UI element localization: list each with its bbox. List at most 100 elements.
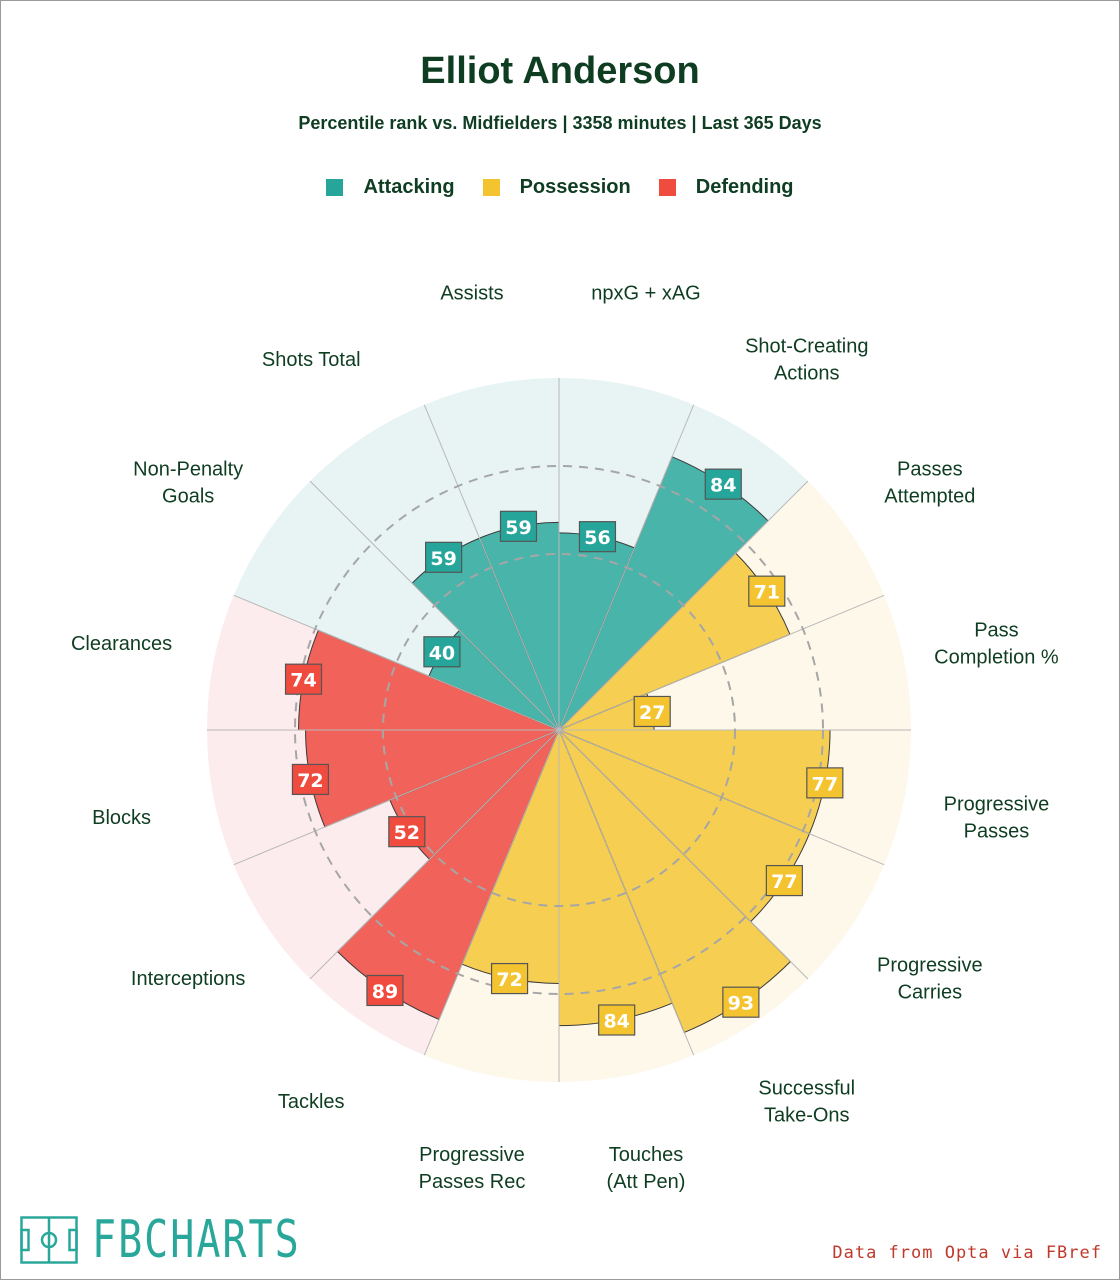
legend-item-possession: Possession: [482, 176, 631, 199]
value-label-box: [490, 962, 529, 995]
category-label: Passes Attempted: [884, 459, 975, 508]
football-pitch-icon: [20, 1216, 78, 1264]
category-label-line: Actions: [774, 363, 840, 385]
chart-subtitle: Percentile rank vs. Midfielders | 3358 m…: [298, 113, 822, 133]
category-label-line: Take-Ons: [764, 1104, 850, 1126]
legend-item-attacking: Attacking: [326, 176, 455, 199]
value-label: 89: [366, 974, 404, 1007]
legend-label-defending: Defending: [695, 176, 794, 198]
category-label-line: Successful: [758, 1077, 855, 1099]
category-label: Shot-Creating Actions: [745, 336, 868, 385]
category-label: Progressive Carries: [877, 954, 983, 1003]
category-label-line: Shots Total: [262, 349, 361, 371]
value-label-box: [499, 510, 538, 542]
value-label-box: [633, 695, 671, 728]
value-label-text: 72: [297, 770, 323, 792]
category-label-line: Assists: [440, 283, 503, 305]
radial-gridline: [558, 729, 809, 980]
category-label: Pass Completion %: [934, 619, 1059, 668]
category-label-line: (Att Pen): [607, 1171, 686, 1193]
value-label: 72: [490, 962, 529, 995]
category-label: Clearances: [71, 633, 172, 655]
watermark: FBCHARTS: [20, 1210, 301, 1270]
category-label-line: Clearances: [71, 633, 172, 655]
value-label-text: 77: [771, 871, 797, 893]
category-label-line: Pass: [974, 619, 1018, 641]
value-label-text: 84: [710, 475, 736, 497]
category-label-line: Progressive: [944, 794, 1050, 816]
legend-swatch-defending: [658, 179, 676, 196]
value-label-text: 84: [603, 1011, 629, 1033]
source-credit: Data from Opta via FBref: [832, 1243, 1102, 1263]
chart-title: Elliot Anderson: [420, 50, 700, 92]
value-label: 74: [284, 663, 323, 695]
reference-ring-75: [294, 465, 824, 995]
category-label-line: Interceptions: [131, 968, 246, 990]
value-label-box: [425, 541, 463, 573]
value-label-text: 74: [290, 670, 316, 692]
value-label-text: 77: [812, 773, 838, 795]
category-label-line: Shot-Creating: [745, 336, 868, 358]
value-label-box: [806, 767, 844, 799]
category-label-line: npxG + xAG: [591, 283, 701, 305]
category-label: Touches (Att Pen): [607, 1144, 686, 1193]
value-label-text: 40: [429, 642, 455, 664]
category-label-line: Progressive: [419, 1144, 525, 1166]
value-label-text: 27: [639, 702, 665, 724]
category-label: npxG + xAG: [591, 283, 701, 305]
value-label: 71: [748, 575, 786, 607]
category-label: Non-Penalty Goals: [133, 459, 243, 508]
legend-item-defending: Defending: [658, 176, 794, 199]
reference-ring-50: [382, 553, 736, 907]
value-label-box: [423, 636, 461, 668]
value-label: 77: [765, 864, 803, 897]
category-label: Assists: [440, 283, 503, 305]
category-label-line: Passes: [897, 459, 963, 481]
category-label: Shots Total: [262, 349, 361, 371]
value-label: 77: [806, 767, 844, 799]
value-label-text: 71: [754, 582, 780, 604]
category-label-line: Passes: [964, 821, 1030, 843]
value-label-text: 72: [496, 969, 522, 991]
category-label: Successful Take-Ons: [758, 1077, 855, 1126]
value-label-box: [578, 521, 617, 553]
category-label-line: Blocks: [92, 807, 151, 829]
value-label-text: 52: [394, 822, 420, 844]
value-label-box: [748, 575, 786, 607]
radial-gridline: [423, 729, 560, 1056]
value-label: 84: [598, 1004, 636, 1036]
value-label-box: [598, 1004, 636, 1036]
value-label: 72: [291, 763, 330, 796]
watermark-text: FBCHARTS: [92, 1210, 301, 1270]
category-label: Blocks: [92, 807, 151, 829]
value-label: 59: [499, 510, 538, 542]
category-label-line: Tackles: [278, 1091, 345, 1113]
category-label-line: Completion %: [934, 646, 1059, 668]
value-label: 93: [722, 986, 760, 1018]
category-label-line: Passes Rec: [419, 1171, 526, 1193]
category-label-line: Progressive: [877, 954, 983, 976]
category-label-line: Carries: [898, 981, 962, 1003]
value-label-box: [722, 986, 760, 1018]
radial-gridline: [309, 729, 560, 980]
category-label-line: Goals: [162, 486, 214, 508]
value-label-box: [704, 468, 742, 500]
value-label-box: [366, 974, 404, 1007]
value-label-box: [388, 816, 426, 848]
category-label: Interceptions: [131, 968, 246, 990]
category-label-line: Attempted: [884, 486, 975, 508]
category-label-line: Touches: [609, 1144, 684, 1166]
value-label-text: 56: [584, 527, 610, 549]
value-label: 59: [425, 541, 463, 573]
category-label: Tackles: [278, 1091, 345, 1113]
value-label-text: 93: [728, 993, 754, 1015]
radial-gridline: [558, 729, 695, 1056]
legend-label-attacking: Attacking: [363, 176, 455, 198]
legend-swatch-possession: [482, 179, 500, 196]
category-label-line: Non-Penalty: [133, 459, 243, 481]
category-label: Progressive Passes: [944, 794, 1050, 843]
value-label: 52: [388, 816, 426, 848]
value-label: 56: [578, 521, 617, 553]
legend: Attacking Possession Defending: [0, 176, 1120, 199]
